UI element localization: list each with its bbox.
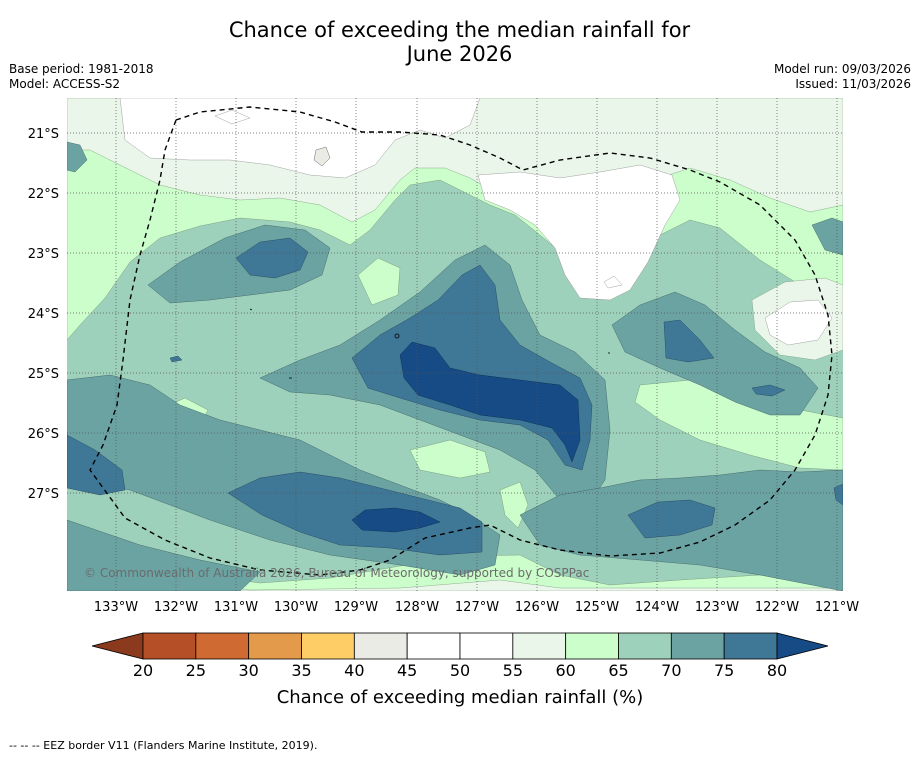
colorbar-tick-label: 25: [186, 661, 206, 680]
lon-label: 126°W: [515, 600, 559, 615]
lat-label: 25°S: [28, 367, 59, 382]
colorbar-segment: [459, 632, 514, 660]
contour-75-80-southeast: [627, 499, 716, 539]
colorbar-segment: [618, 632, 672, 660]
colorbar-tick-label: 65: [608, 661, 628, 680]
lon-label: 133°W: [94, 600, 138, 615]
lat-label: 21°S: [28, 127, 59, 142]
contour-70-75-east: [611, 291, 819, 416]
lon-label: 128°W: [395, 600, 439, 615]
colorbar-tick-label: 30: [238, 661, 258, 680]
colorbar-tick-label: 20: [133, 661, 153, 680]
contour-75-80-south: [227, 471, 483, 556]
colorbar-tick-label: 70: [661, 661, 681, 680]
lon-label: 132°W: [154, 600, 198, 615]
colorbar-segment: [565, 632, 619, 660]
chart-title: Chance of exceeding the median rainfall …: [0, 18, 919, 66]
colorbar-label: Chance of exceeding median rainfall (%): [277, 687, 644, 708]
lat-label: 23°S: [28, 247, 59, 262]
contour-45-55-northeast: [477, 164, 681, 301]
base-period: Base period: 1981-2018: [9, 62, 154, 76]
footnote: -- -- -- EEZ border V11 (Flanders Marine…: [9, 739, 318, 752]
meta-right: Model run: 09/03/2026 Issued: 11/03/2026: [774, 62, 911, 92]
colorbar-tick-label: 35: [291, 661, 311, 680]
contour-60-65-patch: [409, 439, 491, 479]
colorbar-extend-high: [776, 632, 829, 660]
colorbar-tick-label: 45: [397, 661, 417, 680]
lon-label: 124°W: [635, 600, 679, 615]
colorbar-tick-label: 80: [767, 661, 787, 680]
colorbar-segment: [670, 632, 725, 660]
title-line-1: Chance of exceeding the median rainfall …: [228, 18, 691, 42]
issued-date: Issued: 11/03/2026: [795, 77, 911, 91]
contour-70-75-south-edge: [67, 519, 261, 591]
lon-label: 121°W: [815, 600, 859, 615]
lon-label: 127°W: [455, 600, 499, 615]
grid-lines: [67, 98, 843, 591]
lat-label: 27°S: [28, 487, 59, 502]
colorbar-ticks: 20 25 30 35 40 45 50 55 60 65 70 75 80: [133, 661, 787, 680]
colorbar-tick-label: 40: [344, 661, 364, 680]
contour-45-55-small2: [214, 109, 251, 125]
colorbar-segment: [406, 632, 461, 660]
contour-75-80-east: [663, 319, 715, 363]
map-area: © Commonwealth of Australia 2026, Bureau…: [67, 98, 843, 591]
contour-75-80-northwest: [235, 237, 309, 279]
lat-label: 26°S: [28, 427, 59, 442]
island-marks: [249, 308, 610, 379]
colorbar-tick-label: 55: [503, 661, 523, 680]
contour-70-75-farwest: [67, 141, 88, 173]
contour-75-80-west: [67, 434, 126, 496]
lat-label: 24°S: [28, 307, 59, 322]
contour-60-65-patch3: [357, 257, 401, 306]
lon-label: 125°W: [575, 600, 619, 615]
colorbar-extend-low: [91, 632, 144, 660]
contour-45-50-patch: [313, 146, 331, 167]
colorbar-segment: [353, 632, 408, 660]
contour-45-55-small: [603, 275, 623, 289]
model-name: Model: ACCESS-S2: [9, 77, 121, 91]
eez-border: [89, 106, 833, 576]
contour-75-80-edge: [833, 483, 843, 506]
colorbar-segment: [248, 632, 302, 660]
title-line-2: June 2026: [406, 42, 513, 66]
lon-label: 130°W: [274, 600, 318, 615]
lon-label: 123°W: [695, 600, 739, 615]
contour-80-plus-central: [399, 341, 581, 463]
model-run: Model run: 09/03/2026: [773, 62, 911, 76]
colorbar-segment: [195, 632, 250, 660]
contour-75-80-east2: [751, 384, 786, 397]
colorbar-tick-label: 60: [555, 661, 575, 680]
lat-label: 22°S: [28, 187, 59, 202]
copyright: © Commonwealth of Australia 2026, Bureau…: [84, 566, 589, 580]
colorbar-segment: [512, 632, 567, 660]
colorbar-segment: [723, 632, 778, 660]
colorbar-segment: [142, 632, 197, 660]
colorbar: [91, 632, 829, 660]
colorbar-tick-label: 50: [450, 661, 470, 680]
colorbar-tick-label: 75: [714, 661, 734, 680]
meta-left: Base period: 1981-2018 Model: ACCESS-S2: [9, 62, 154, 92]
lon-label: 129°W: [334, 600, 378, 615]
contour-45-55-east: [764, 299, 833, 346]
contour-70-75-northeast: [811, 217, 843, 256]
lon-label: 122°W: [755, 600, 799, 615]
colorbar-segment: [301, 632, 355, 660]
lon-label: 131°W: [214, 600, 258, 615]
lon-labels: 133°W 132°W 131°W 130°W 129°W 128°W 127°…: [94, 600, 859, 615]
lat-labels: 21°S 22°S 23°S 24°S 25°S 26°S 27°S: [28, 127, 59, 502]
contour-80-plus-south: [351, 507, 441, 533]
